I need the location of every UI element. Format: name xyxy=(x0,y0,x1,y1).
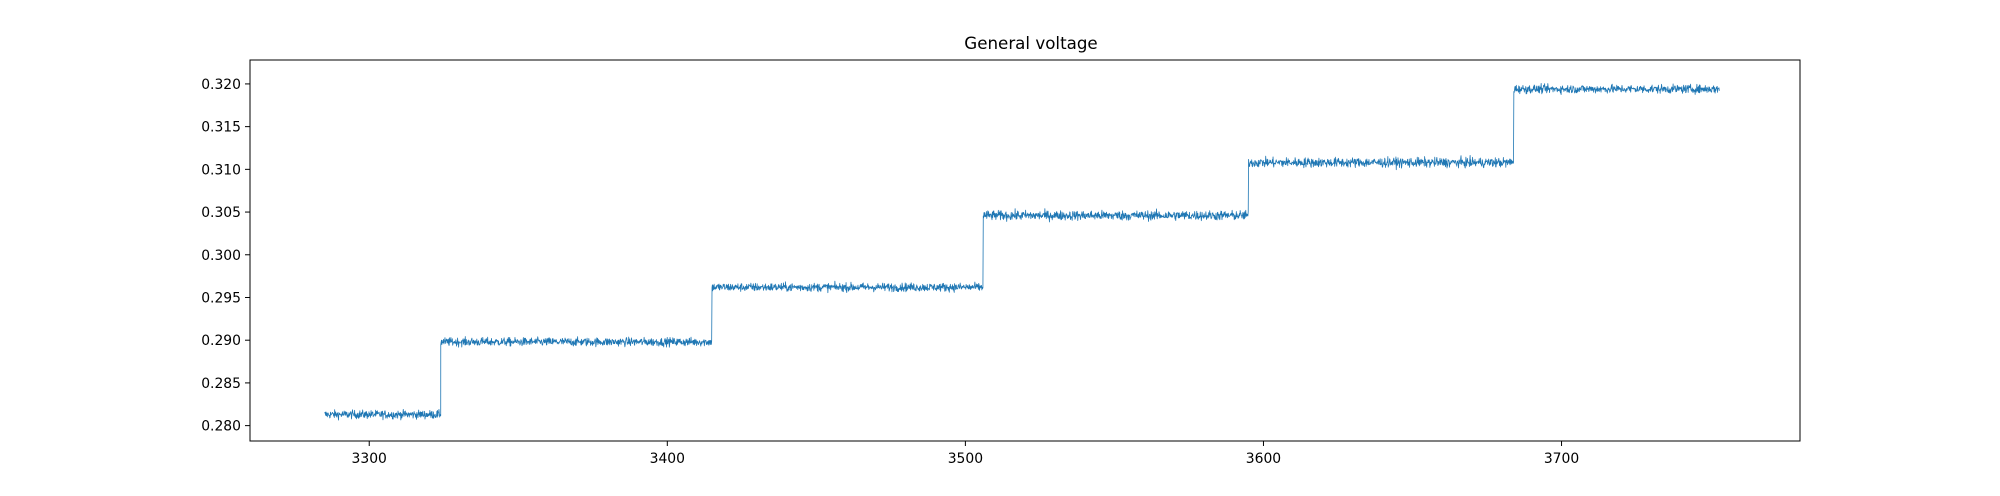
x-tick-label: 3600 xyxy=(1246,451,1281,467)
x-tick-label: 3400 xyxy=(650,451,685,467)
y-tick-label: 0.315 xyxy=(201,120,241,136)
y-tick-label: 0.285 xyxy=(201,376,241,392)
y-axis: 0.280 0.285 0.290 0.295 0.300 0.305 0.310 0.315… xyxy=(201,77,250,435)
y-tick-label: 0.305 xyxy=(201,205,241,221)
y-tick-label: 0.320 xyxy=(201,77,241,93)
plot-frame xyxy=(249,59,1801,442)
y-tick-label: 0.295 xyxy=(201,290,241,306)
y-tick-label: 0.310 xyxy=(201,162,241,178)
y-tick-label: 0.280 xyxy=(201,419,241,435)
x-tick-label: 3300 xyxy=(352,451,387,467)
y-tick-label: 0.290 xyxy=(201,333,241,349)
series-line xyxy=(324,82,1720,421)
series-layer xyxy=(324,82,1720,421)
x-axis: 3300 3400 3500 3600 3700 xyxy=(352,441,1579,467)
x-tick-label: 3700 xyxy=(1544,451,1579,467)
x-tick-label: 3500 xyxy=(948,451,983,467)
y-tick-label: 0.300 xyxy=(201,248,241,264)
chart-title: General voltage xyxy=(964,33,1097,53)
